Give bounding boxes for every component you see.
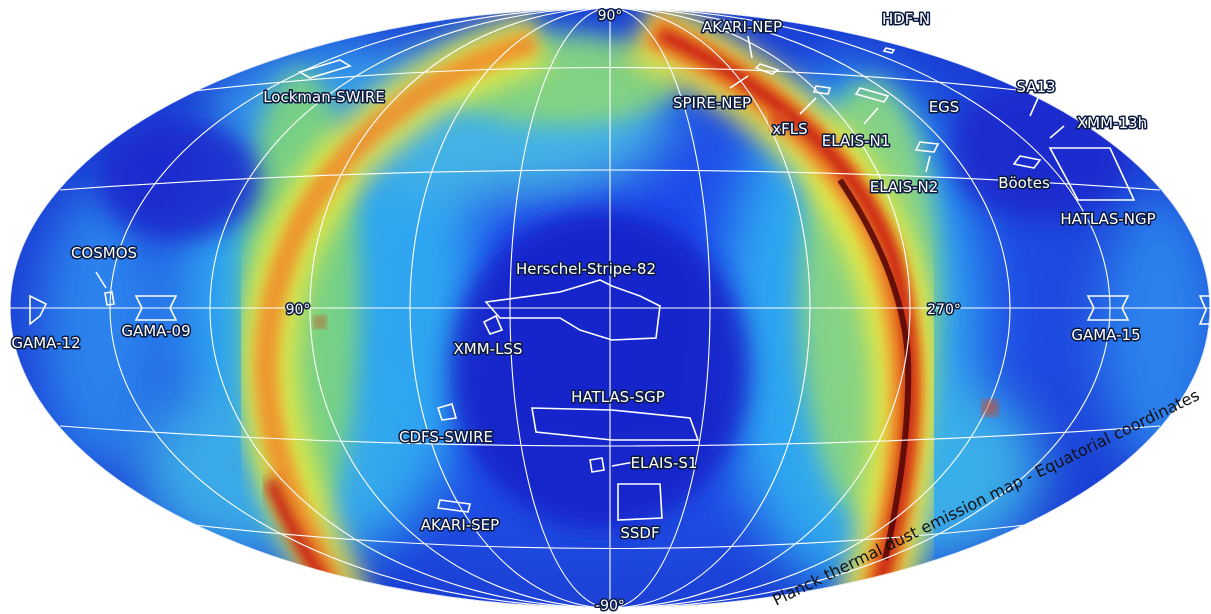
label-bootes: Böotes: [998, 174, 1050, 192]
label-sa13: SA13: [1016, 78, 1055, 96]
coordinate-grid: [10, 8, 1210, 608]
label-gama-12: GAMA-12: [11, 334, 80, 352]
label-spire-nep: SPIRE-NEP: [673, 94, 751, 112]
label-akari-nep: AKARI-NEP: [702, 18, 782, 36]
label-xmm-13h: XMM-13h: [1077, 114, 1147, 132]
survey-field-outlines: [29, 47, 1210, 521]
label-hatlas-sgp: HATLAS-SGP: [571, 388, 665, 406]
dec-north-label: 90°: [598, 8, 623, 24]
label-ssdf: SSDF: [620, 524, 659, 542]
label-herschel-stripe-82: Herschel-Stripe-82: [516, 260, 656, 278]
label-gama-15: GAMA-15: [1071, 326, 1140, 344]
label-hatlas-ngp: HATLAS-NGP: [1060, 210, 1155, 228]
label-akari-sep: AKARI-SEP: [421, 516, 499, 534]
dec-south-label: -90°: [595, 598, 625, 614]
ra-left-label: 90°: [286, 302, 311, 318]
label-cosmos: COSMOS: [71, 244, 137, 262]
label-elais-n1: ELAIS-N1: [822, 132, 891, 150]
label-elais-n2: ELAIS-N2: [870, 178, 939, 196]
label-xfls: xFLS: [772, 120, 807, 138]
label-lockman-swire: Lockman-SWIRE: [263, 88, 385, 106]
label-hdf-n: HDF-N: [882, 10, 930, 28]
label-gama-09: GAMA-09: [121, 322, 190, 340]
label-egs: EGS: [929, 98, 960, 116]
ra-right-label: 270°: [927, 302, 961, 318]
label-elais-s1: ELAIS-S1: [631, 454, 698, 472]
label-cdfs-swire: CDFS-SWIRE: [399, 428, 493, 446]
label-xmm-lss: XMM-LSS: [454, 340, 523, 358]
